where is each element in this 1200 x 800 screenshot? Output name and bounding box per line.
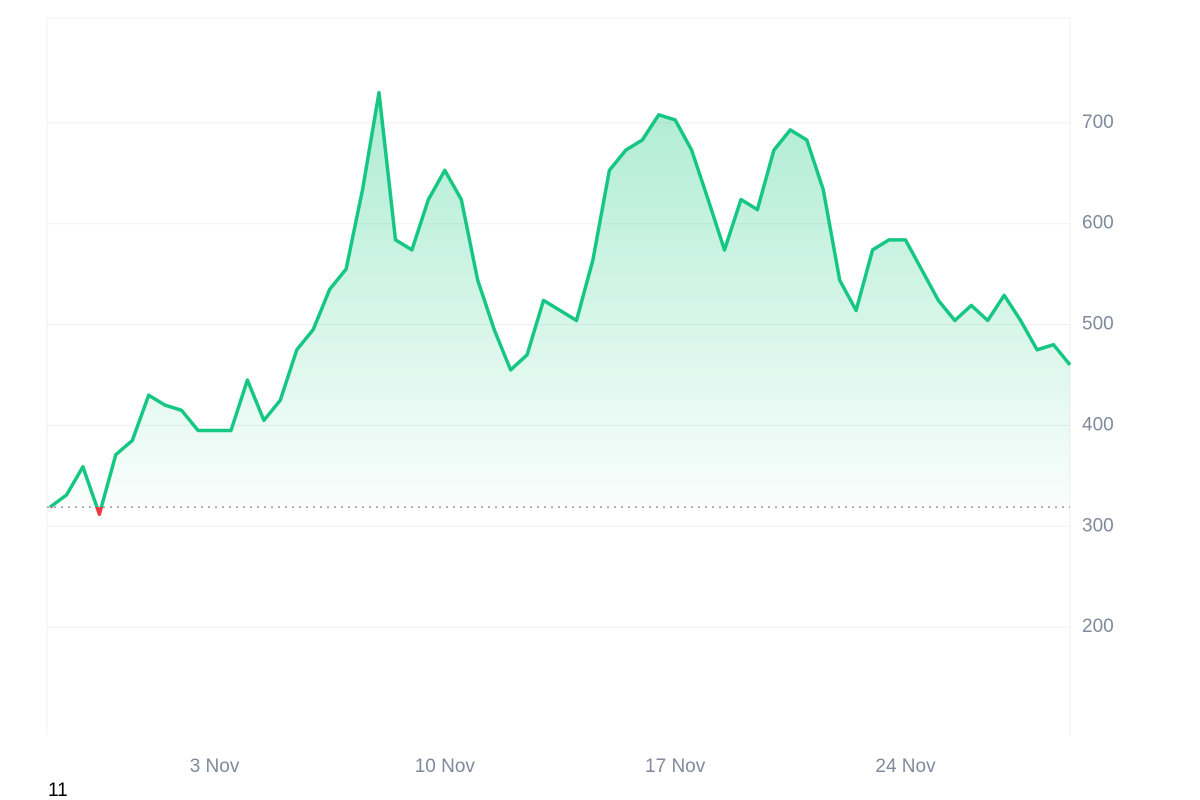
x-tick-label: 17 Nov <box>645 756 706 777</box>
price-line <box>48 90 1072 516</box>
y-tick-label: 700 <box>1082 112 1114 133</box>
y-tick-label: 200 <box>1082 616 1114 637</box>
y-tick-label: 300 <box>1082 515 1114 536</box>
y-tick-label: 500 <box>1082 314 1114 335</box>
y-tick-label: 600 <box>1082 213 1114 234</box>
footer-text: 11 <box>48 780 68 800</box>
x-tick-label: 24 Nov <box>875 756 936 777</box>
x-tick-label: 3 Nov <box>190 756 240 777</box>
x-tick-label: 10 Nov <box>415 756 476 777</box>
price-area <box>50 92 1070 515</box>
y-tick-label: 400 <box>1082 414 1114 435</box>
